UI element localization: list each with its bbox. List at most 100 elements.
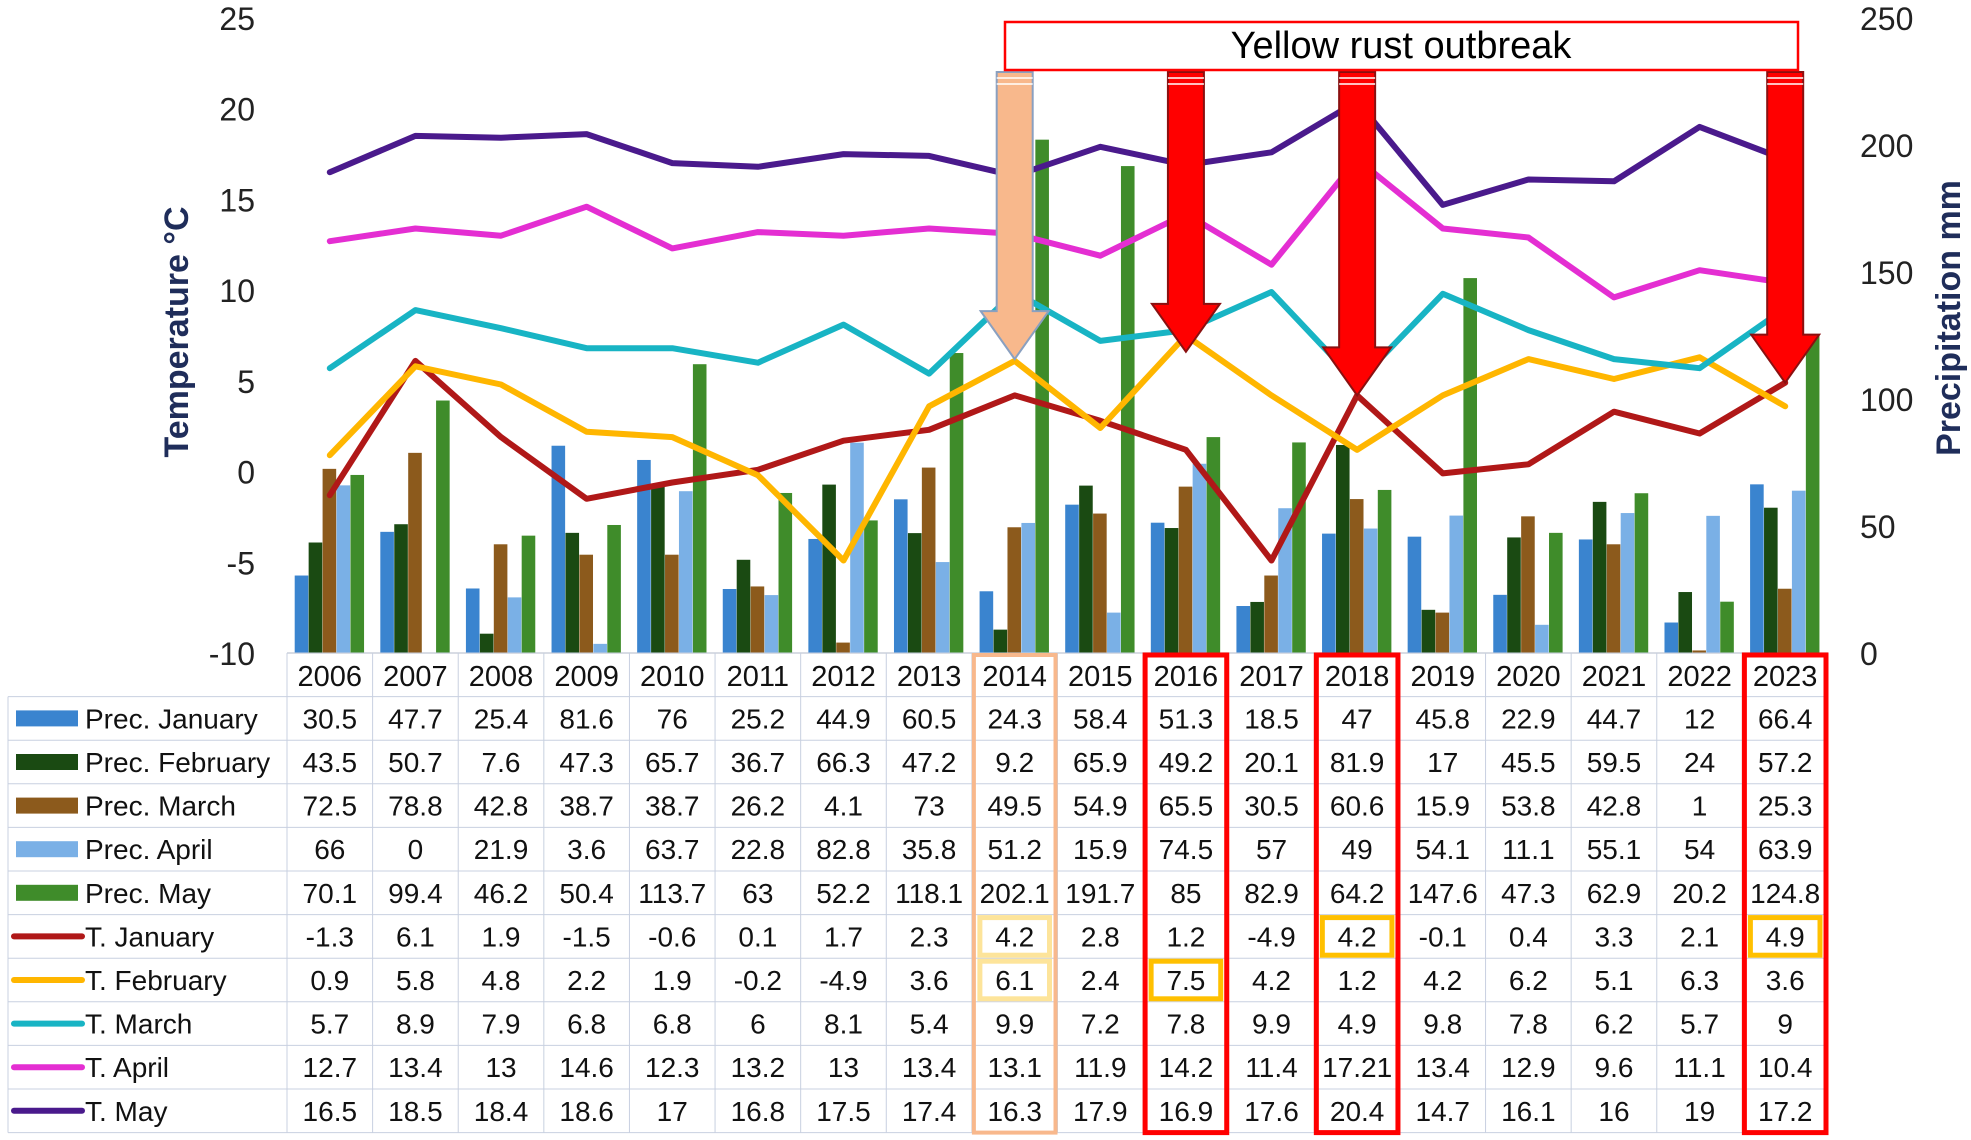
cell-value: 202.1 bbox=[980, 878, 1050, 909]
highlight-cell-t-february-2014 bbox=[977, 958, 1053, 1002]
bar-prec-may-2013 bbox=[949, 353, 964, 653]
cell-value: 3.6 bbox=[910, 965, 949, 996]
cell-value: 14.6 bbox=[559, 1052, 614, 1083]
bar-prec-april-2019 bbox=[1449, 515, 1464, 653]
row-label-t-march: T. March bbox=[85, 1009, 192, 1040]
bar-prec-april-2010 bbox=[678, 491, 693, 653]
row-label-prec-april: Prec. April bbox=[85, 834, 213, 865]
cell-value: 4.1 bbox=[824, 791, 863, 822]
bar-prec-february-2023 bbox=[1764, 507, 1778, 653]
cell-value: 4.9 bbox=[1766, 921, 1805, 952]
cell-value: -0.2 bbox=[734, 965, 782, 996]
cell-value: 17.4 bbox=[902, 1096, 957, 1127]
cell-value: 63 bbox=[742, 878, 773, 909]
cell-value: 54.9 bbox=[1073, 791, 1128, 822]
cell-value: 63.7 bbox=[645, 834, 700, 865]
cell-value: 22.8 bbox=[731, 834, 786, 865]
cell-value: 118.1 bbox=[895, 878, 963, 909]
cell-value: 21.9 bbox=[474, 834, 529, 865]
cell-value: 22.9 bbox=[1501, 703, 1556, 734]
cell-value: 62.9 bbox=[1587, 878, 1642, 909]
right-tick-label: 150 bbox=[1860, 255, 1913, 291]
cell-value: 72.5 bbox=[303, 791, 358, 822]
bar-prec-may-2008 bbox=[521, 535, 536, 653]
cell-value: 44.7 bbox=[1587, 703, 1642, 734]
bar-prec-april-2006 bbox=[336, 485, 351, 653]
cell-value: 63.9 bbox=[1758, 834, 1813, 865]
bar-prec-may-2016 bbox=[1206, 437, 1221, 653]
cell-value: -0.6 bbox=[648, 921, 696, 952]
weak-outbreak-column-box-2014 bbox=[971, 653, 1058, 1135]
cell-value: 24 bbox=[1684, 747, 1715, 778]
cell-value: 45.8 bbox=[1416, 703, 1471, 734]
bar-prec-january-2008 bbox=[465, 588, 480, 653]
cell-value: 4.2 bbox=[1423, 965, 1462, 996]
cell-value: 99.4 bbox=[388, 878, 443, 909]
cell-value: 43.5 bbox=[303, 747, 358, 778]
cell-value: 1.9 bbox=[482, 921, 521, 952]
cell-value: 16.1 bbox=[1501, 1096, 1556, 1127]
year-header-2022: 2022 bbox=[1667, 661, 1732, 693]
bar-prec-january-2006 bbox=[294, 575, 309, 653]
cell-value: 47.2 bbox=[902, 747, 957, 778]
bar-prec-march-2022 bbox=[1692, 650, 1706, 653]
cell-value: 17.5 bbox=[816, 1096, 871, 1127]
cell-value: 25.2 bbox=[731, 703, 786, 734]
bar-prec-march-2013 bbox=[921, 467, 936, 653]
bar-prec-january-2018 bbox=[1322, 533, 1336, 653]
cell-value: 6 bbox=[750, 1009, 766, 1040]
bar-prec-april-2015 bbox=[1107, 612, 1121, 653]
year-header-2018: 2018 bbox=[1325, 661, 1390, 693]
cell-value: 49.2 bbox=[1159, 747, 1214, 778]
bar-prec-april-2012 bbox=[850, 442, 864, 653]
cell-value: 15.9 bbox=[1416, 791, 1471, 822]
cell-value: 51.3 bbox=[1159, 703, 1214, 734]
row-label-prec-january: Prec. January bbox=[85, 703, 258, 734]
bar-prec-march-2018 bbox=[1349, 499, 1364, 653]
cell-value: -1.3 bbox=[306, 921, 354, 952]
cell-value: 66.4 bbox=[1758, 703, 1813, 734]
cell-value: 0.4 bbox=[1509, 921, 1548, 952]
cell-value: 12.9 bbox=[1501, 1052, 1556, 1083]
row-label-prec-may: Prec. May bbox=[85, 878, 211, 909]
cell-value: 7.6 bbox=[482, 747, 521, 778]
bar-prec-april-2014 bbox=[1021, 522, 1036, 653]
bar-prec-may-2015 bbox=[1120, 166, 1135, 653]
year-header-2013: 2013 bbox=[897, 661, 962, 693]
cell-value: 2.2 bbox=[567, 965, 606, 996]
cell-value: 12.7 bbox=[303, 1052, 358, 1083]
cell-value: 9 bbox=[1777, 1009, 1793, 1040]
cell-value: 76 bbox=[657, 703, 688, 734]
cell-value: 11.1 bbox=[1673, 1052, 1725, 1083]
cell-value: 74.5 bbox=[1159, 834, 1214, 865]
cell-value: 9.9 bbox=[995, 1009, 1034, 1040]
legend-key-prec-may bbox=[16, 884, 78, 901]
year-header-2017: 2017 bbox=[1239, 661, 1304, 693]
cell-value: 60.5 bbox=[902, 703, 957, 734]
bar-prec-march-2012 bbox=[836, 642, 850, 653]
cell-value: 18.4 bbox=[474, 1096, 529, 1127]
cell-value: 30.5 bbox=[303, 703, 358, 734]
cell-value: 13 bbox=[828, 1052, 859, 1083]
cell-value: 13.4 bbox=[388, 1052, 443, 1083]
cell-value: 18.5 bbox=[1244, 703, 1299, 734]
cell-value: 47.7 bbox=[388, 703, 443, 734]
cell-value: 45.5 bbox=[1501, 747, 1556, 778]
left-axis-title: Temperature °C bbox=[158, 206, 196, 457]
cell-value: 19 bbox=[1684, 1096, 1715, 1127]
bar-prec-january-2022 bbox=[1664, 622, 1679, 653]
right-tick-label: 0 bbox=[1860, 636, 1878, 672]
highlight-cell-t-january-2018 bbox=[1319, 915, 1395, 958]
cell-value: 20.4 bbox=[1330, 1096, 1385, 1127]
cell-value: 82.8 bbox=[816, 834, 871, 865]
cell-value: 20.2 bbox=[1672, 878, 1727, 909]
cell-value: 13.2 bbox=[731, 1052, 786, 1083]
cell-value: 26.2 bbox=[731, 791, 786, 822]
bar-prec-march-2010 bbox=[665, 554, 679, 653]
cell-value: 16.8 bbox=[731, 1096, 786, 1127]
cell-value: 2.3 bbox=[910, 921, 949, 952]
cell-value: 57 bbox=[1256, 834, 1287, 865]
cell-value: 64.2 bbox=[1330, 878, 1385, 909]
cell-value: 49 bbox=[1342, 834, 1373, 865]
